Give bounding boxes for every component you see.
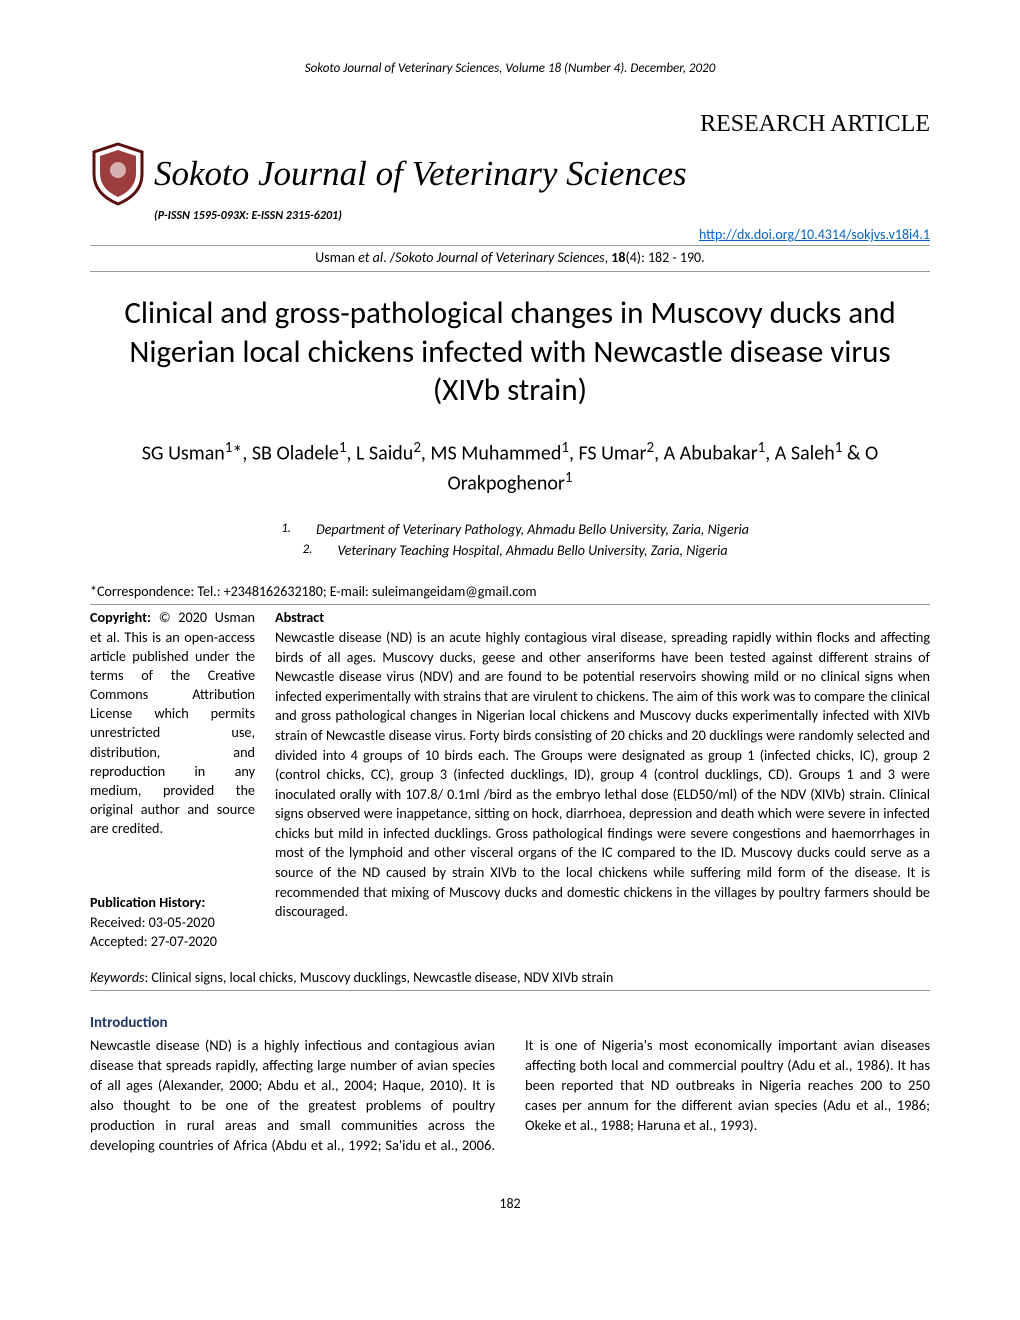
keywords-text: : Clinical signs, local chicks, Muscovy … — [145, 969, 614, 986]
pub-history-head: Publication History: — [90, 893, 255, 912]
copyright-head: Copyright: — [90, 608, 151, 626]
authors: SG Usman1*, SB Oladele1, L Saidu2, MS Mu… — [110, 438, 910, 497]
citation-middle: . / — [383, 249, 395, 266]
intro-head: Introduction — [90, 1013, 930, 1033]
affil-text-2: Veterinary Teaching Hospital, Ahmadu Bel… — [337, 542, 727, 559]
pub-history-accepted: Accepted: 27-07-2020 — [90, 932, 255, 951]
copyright-sym: © — [159, 608, 171, 626]
affil-text-1: Department of Veterinary Pathology, Ahma… — [316, 521, 749, 538]
copyright-body: Usman et al. This is an open-access arti… — [90, 608, 255, 837]
intro-body: Newcastle disease (ND) is a highly infec… — [90, 1035, 930, 1155]
left-sidebar: Copyright: © 2020 Usman et al. This is a… — [90, 608, 255, 951]
issn-line: (P-ISSN 1595-093X: E-ISSN 2315-6201) — [154, 208, 930, 224]
keywords: Keywords: Clinical signs, local chicks, … — [90, 969, 930, 991]
affil-num-2: 2. — [292, 540, 312, 560]
citation-rest: (4): 182 - 190. — [625, 249, 704, 266]
shield-icon — [90, 142, 146, 206]
abstract-body: Newcastle disease (ND) is an acute highl… — [275, 628, 930, 922]
correspondence: *Correspondence: Tel.: +2348162632180; E… — [90, 583, 930, 605]
article-title: Clinical and gross-pathological changes … — [110, 294, 910, 410]
page-number: 182 — [90, 1195, 930, 1214]
citation-line: Usman et al. /Sokoto Journal of Veterina… — [90, 245, 930, 272]
citation-etal: et al — [358, 249, 383, 266]
abstract-section: Copyright: © 2020 Usman et al. This is a… — [90, 608, 930, 951]
affiliations: 1. Department of Veterinary Pathology, Ah… — [90, 519, 930, 561]
citation-journal: Sokoto Journal of Veterinary Sciences — [395, 249, 604, 266]
journal-logo — [90, 142, 146, 206]
journal-name: Sokoto Journal of Veterinary Sciences — [154, 156, 687, 191]
doi-link-row: http://dx.doi.org/10.4314/sokjvs.v18i4.1 — [90, 226, 930, 245]
pub-history-received: Received: 03-05-2020 — [90, 913, 255, 932]
affil-num-1: 1. — [271, 519, 291, 539]
abstract-col: Abstract Newcastle disease (ND) is an ac… — [275, 608, 930, 951]
copyright-year: 2020 — [178, 608, 207, 626]
keywords-label: Keywords — [90, 969, 145, 986]
citation-vol: 18 — [611, 249, 625, 266]
running-header: Sokoto Journal of Veterinary Sciences, V… — [90, 60, 930, 78]
journal-header-row: Sokoto Journal of Veterinary Sciences — [90, 142, 930, 206]
article-type: RESEARCH ARTICLE — [90, 108, 930, 140]
citation-prefix: Usman — [315, 249, 358, 266]
doi-link[interactable]: http://dx.doi.org/10.4314/sokjvs.v18i4.1 — [699, 226, 930, 243]
abstract-head: Abstract — [275, 608, 930, 628]
